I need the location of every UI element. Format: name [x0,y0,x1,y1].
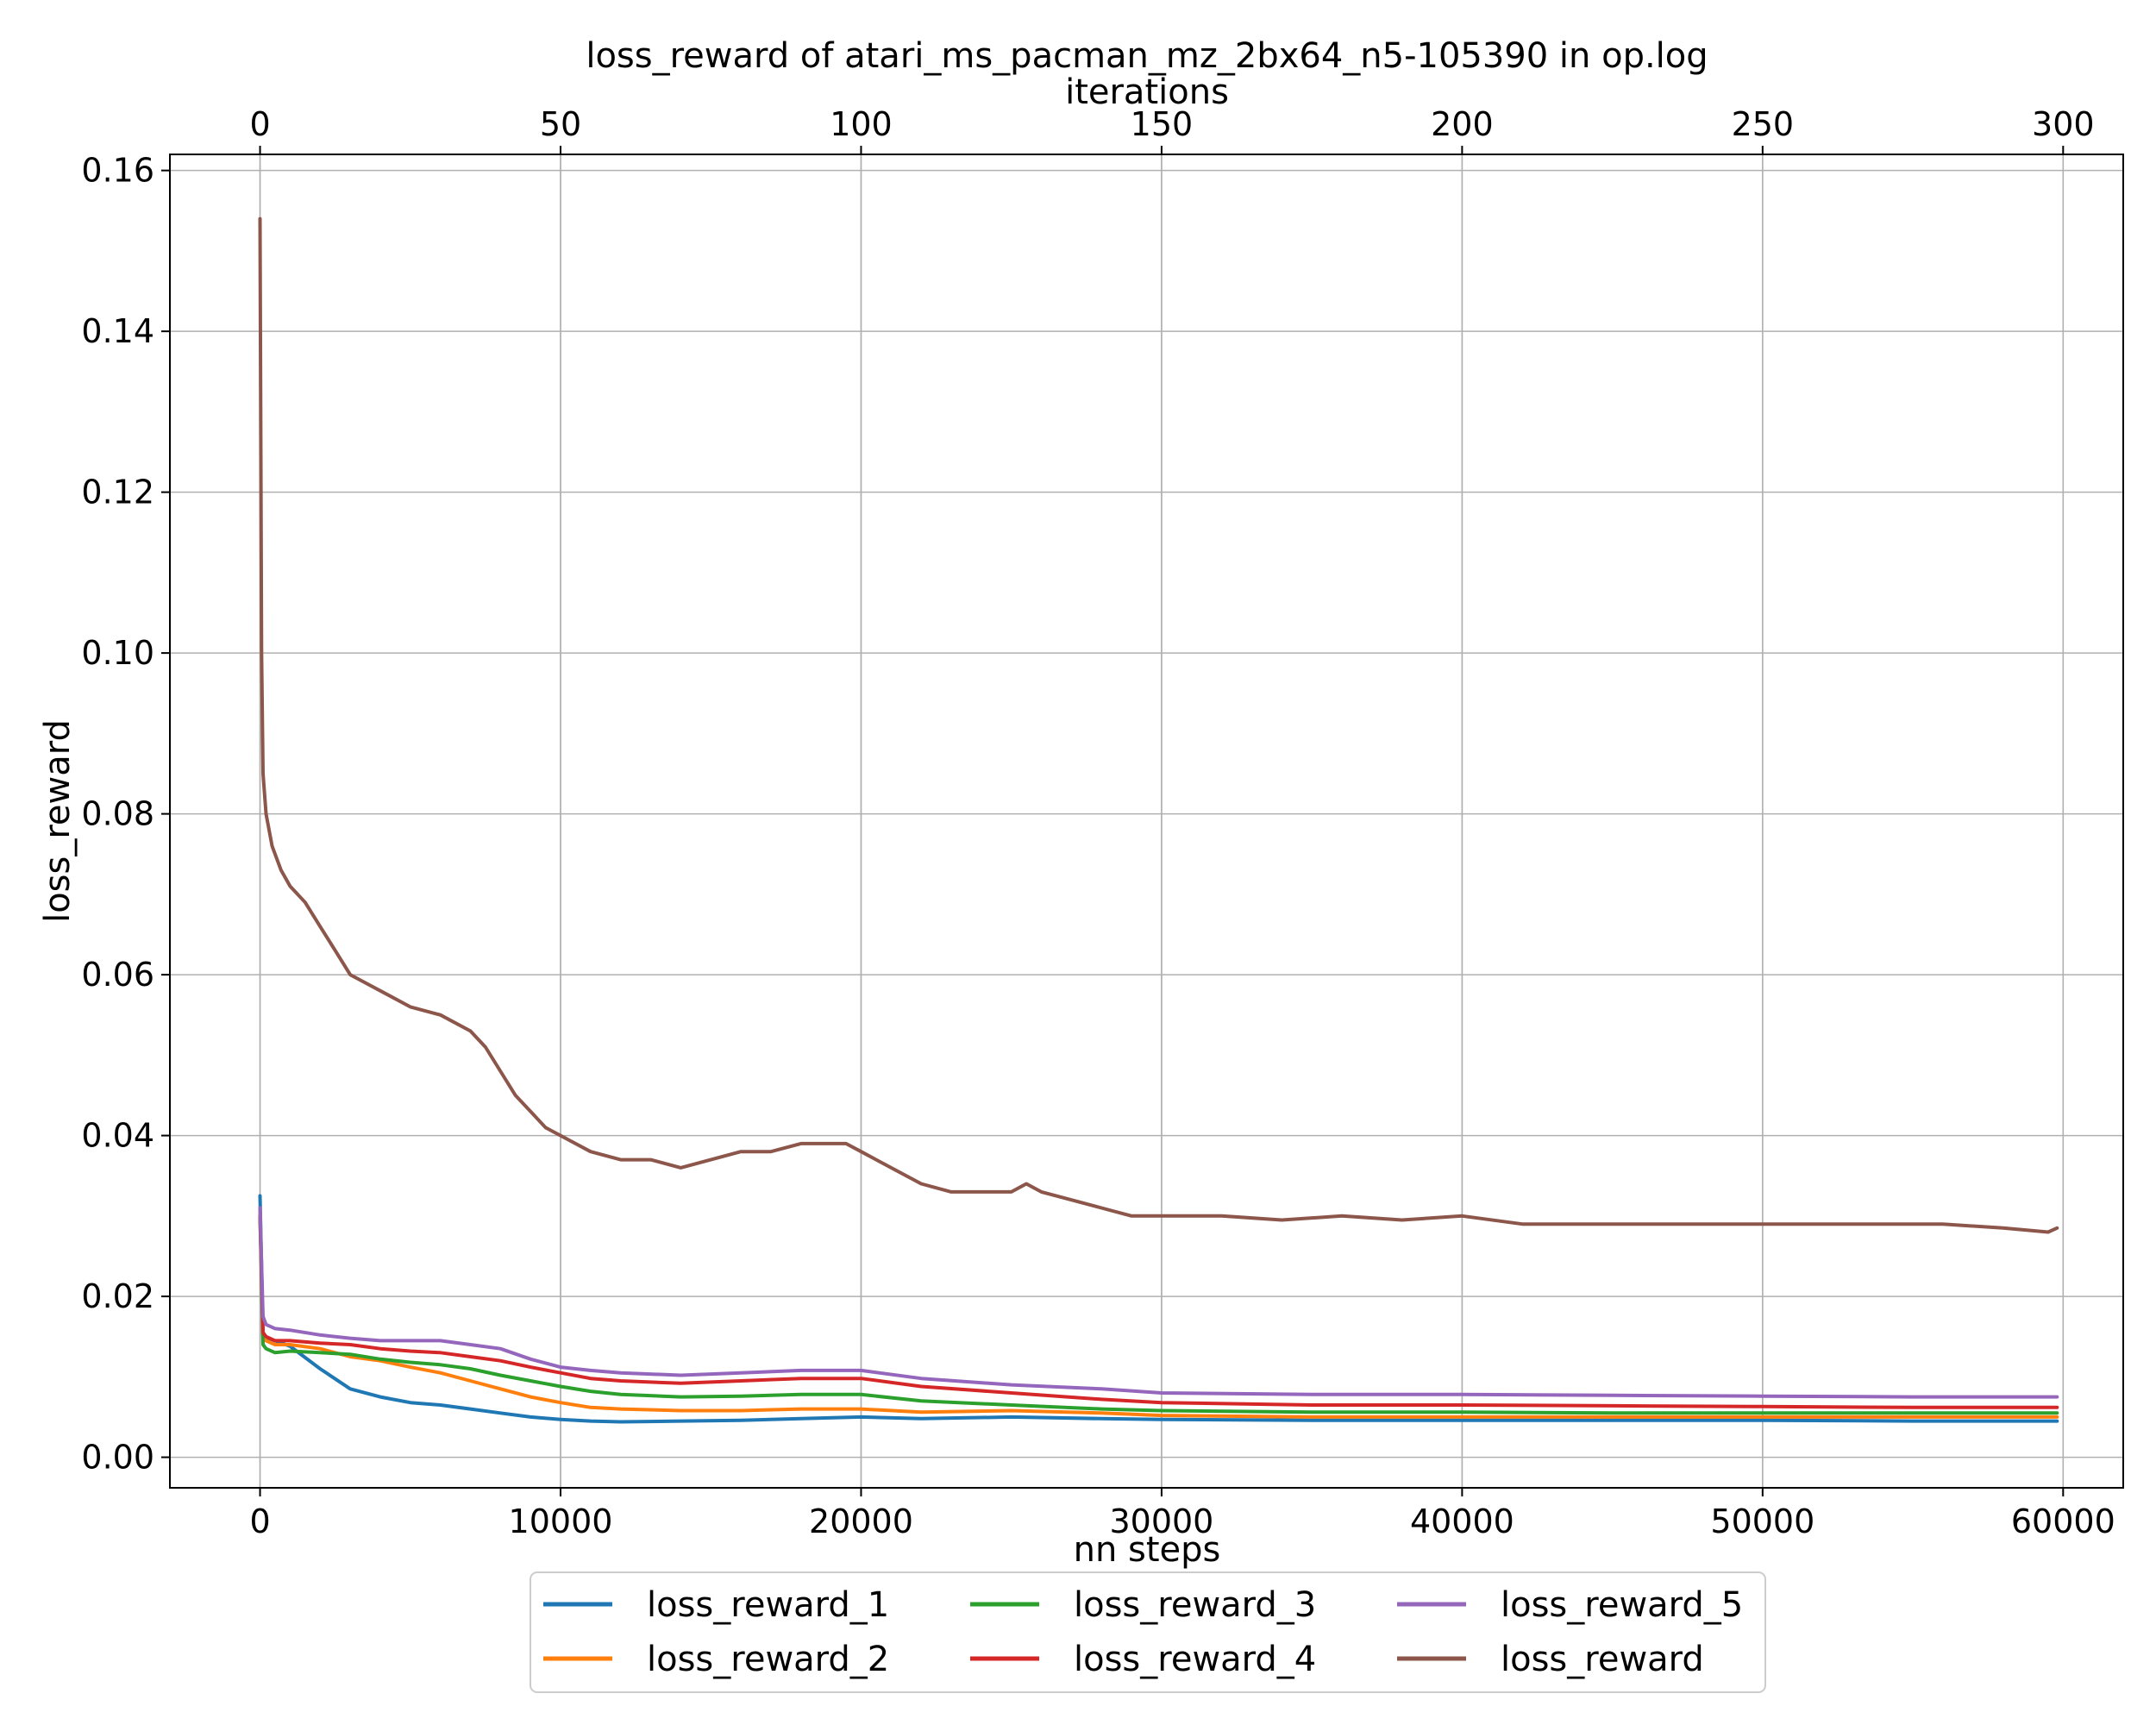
top-x-axis-ticks: 0 50 100 150 200 250 300 [249,105,2095,154]
x-tick-label: 30000 [1109,1502,1213,1540]
x-tick-label: 60000 [2011,1502,2115,1540]
y-tick-label: 0.08 [81,795,154,833]
series-line-loss-reward-2 [258,1206,2059,1419]
series-line-loss-reward-5 [258,1206,2059,1399]
series-line-loss-reward-1 [258,1194,2059,1424]
top-x-axis-label: iterations [1065,72,1229,112]
x2-tick-label: 300 [2032,105,2095,143]
y-axis-ticks: 0.00 0.02 0.04 0.06 0.08 0.10 0.12 0.14 0.16 [81,152,170,1477]
y-tick-label: 0.00 [81,1439,154,1477]
y-tick-label: 0.14 [81,312,154,350]
y-tick-label: 0.12 [81,474,154,511]
legend-label: loss_reward_4 [1074,1640,1316,1679]
x2-tick-label: 100 [830,105,893,143]
y-axis-label: loss_reward [38,719,78,923]
legend-label: loss_reward_2 [647,1640,889,1679]
x2-tick-label: 200 [1431,105,1494,143]
x-tick-label: 50000 [1710,1502,1814,1540]
x-tick-label: 40000 [1410,1502,1514,1540]
x-axis-ticks: 0 10000 20000 30000 40000 50000 60000 [249,1488,2115,1540]
series-line-loss-reward-4 [258,1214,2059,1409]
x-tick-label: 0 [249,1502,270,1540]
y-tick-label: 0.06 [81,956,154,994]
y-tick-label: 0.10 [81,634,154,672]
x-axis-label: nn steps [1074,1530,1221,1570]
x2-tick-label: 0 [249,105,270,143]
legend-label: loss_reward_5 [1501,1585,1743,1625]
series-layer [258,216,2059,1424]
x2-tick-label: 150 [1131,105,1194,143]
grid-lines [170,154,2123,1488]
y-tick-label: 0.16 [81,152,154,190]
x-tick-label: 10000 [509,1502,613,1540]
y-tick-label: 0.02 [81,1277,154,1315]
legend: loss_reward_1loss_reward_2loss_reward_3l… [530,1571,1766,1693]
x2-tick-label: 50 [540,105,581,143]
legend-label: loss_reward_1 [647,1585,889,1625]
legend-label: loss_reward_3 [1074,1585,1316,1625]
y-tick-label: 0.04 [81,1117,154,1155]
axes-frame [169,154,2124,1489]
x2-tick-label: 250 [1732,105,1795,143]
series-line-loss-reward-3 [258,1214,2059,1415]
legend-label: loss_reward [1501,1640,1704,1679]
x-tick-label: 20000 [809,1502,913,1540]
chart-title: loss_reward of atari_ms_pacman_mz_2bx64_… [586,36,1708,76]
series-line-loss-reward [258,216,2059,1234]
